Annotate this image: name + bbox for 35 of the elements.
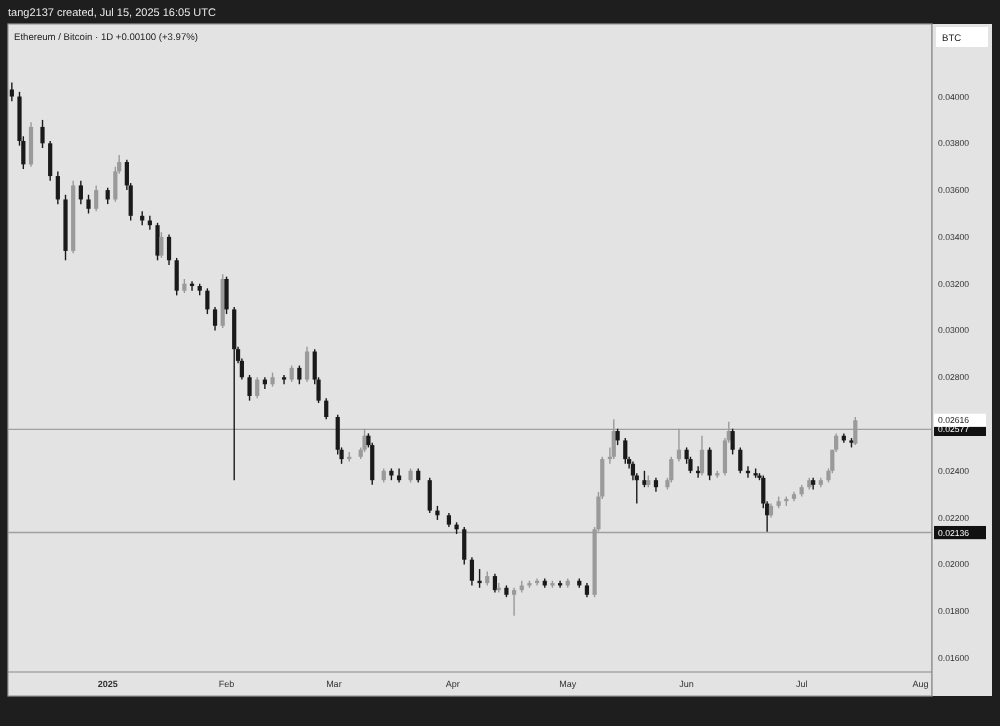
candlestick: [48, 140, 53, 182]
candlestick: [396, 467, 402, 484]
candlestick: [28, 121, 34, 168]
candlestick: [469, 556, 475, 587]
candlestick: [255, 376, 260, 399]
candlestick: [55, 170, 60, 205]
candlestick: [205, 287, 210, 315]
candlestick: [623, 437, 628, 465]
candlestick: [281, 374, 287, 385]
candlestick: [707, 446, 712, 481]
candlestick: [140, 210, 145, 226]
candlestick: [86, 194, 91, 215]
candlestick: [669, 456, 674, 484]
candlestick: [224, 275, 229, 315]
candlestick: [427, 477, 432, 514]
candlestick: [40, 119, 45, 149]
candlestick: [699, 435, 705, 477]
candlestick: [477, 568, 482, 589]
candlestick: [335, 413, 340, 456]
candlestick: [304, 346, 310, 383]
candlestick: [174, 257, 179, 297]
candlestick: [166, 233, 172, 266]
candlestick: [511, 587, 517, 617]
candlestick: [297, 364, 302, 385]
candlestick: [212, 306, 218, 332]
candlestick: [9, 81, 14, 102]
candlestick: [324, 397, 329, 421]
candlestick: [159, 231, 164, 259]
candlestick: [78, 180, 83, 205]
candlestick: [247, 374, 252, 402]
candlestick: [738, 446, 743, 474]
candlestick: [94, 184, 99, 212]
candlestick: [462, 526, 467, 566]
candlestick: [730, 428, 735, 456]
candlestick: [155, 222, 160, 261]
